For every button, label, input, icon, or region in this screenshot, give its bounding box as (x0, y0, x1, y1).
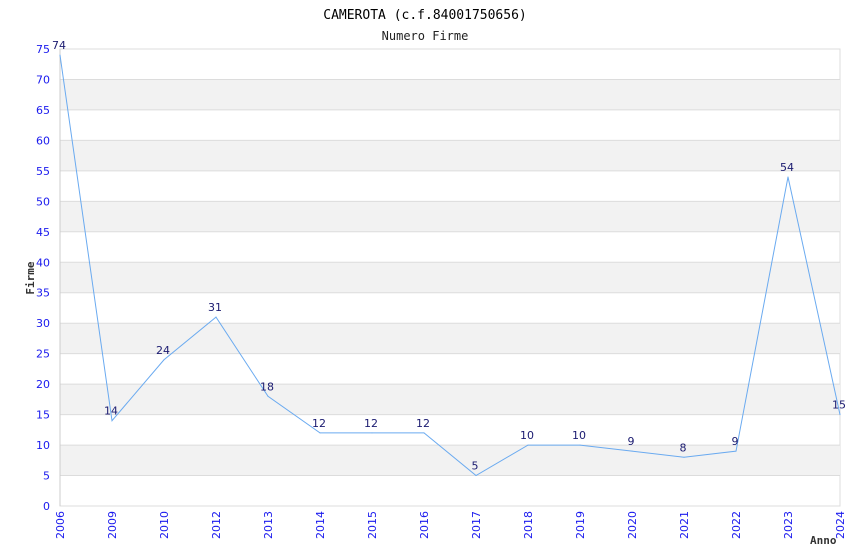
y-tick-label: 25 (36, 348, 50, 361)
data-label: 14 (104, 405, 118, 418)
data-point (111, 420, 113, 422)
x-tick-label: 2010 (158, 511, 171, 539)
data-point (423, 432, 425, 434)
data-label: 54 (780, 161, 794, 174)
data-label: 5 (472, 460, 479, 473)
data-point (839, 414, 841, 416)
y-tick-label: 30 (36, 317, 50, 330)
x-tick-label: 2016 (418, 511, 431, 539)
y-tick-label: 10 (36, 439, 50, 452)
x-tick-label: 2018 (522, 511, 535, 539)
data-label: 12 (416, 417, 430, 430)
x-tick-label: 2006 (54, 511, 67, 539)
data-point (163, 359, 165, 361)
y-tick-label: 60 (36, 134, 50, 147)
data-label: 9 (628, 435, 635, 448)
data-label: 15 (832, 399, 846, 412)
data-label: 10 (520, 429, 534, 442)
grid-band (60, 445, 840, 476)
y-tick-label: 35 (36, 287, 50, 300)
data-label: 31 (208, 301, 222, 314)
y-tick-label: 40 (36, 256, 50, 269)
x-tick-label: 2024 (834, 511, 847, 539)
data-point (215, 316, 217, 318)
data-point (267, 395, 269, 397)
x-tick-label: 2014 (314, 511, 327, 539)
x-tick-label: 2015 (366, 511, 379, 539)
grid-band (60, 201, 840, 232)
data-point (59, 54, 61, 56)
x-tick-label: 2009 (106, 511, 119, 539)
data-point (683, 456, 685, 458)
grid-band (60, 140, 840, 171)
x-tick-label: 2021 (678, 511, 691, 539)
data-label: 74 (52, 39, 66, 52)
data-label: 12 (364, 417, 378, 430)
y-tick-label: 45 (36, 226, 50, 239)
data-point (631, 450, 633, 452)
data-label: 18 (260, 380, 274, 393)
data-label: 9 (732, 435, 739, 448)
grid-band (60, 384, 840, 415)
grid-band (60, 262, 840, 293)
chart-subtitle: Numero Firme (382, 29, 469, 43)
data-label: 8 (680, 441, 687, 454)
x-tick-label: 2017 (470, 511, 483, 539)
data-label: 24 (156, 344, 170, 357)
data-label: 12 (312, 417, 326, 430)
x-tick-label: 2013 (262, 511, 275, 539)
x-axis-label: Anno (810, 534, 837, 547)
y-tick-label: 55 (36, 165, 50, 178)
y-tick-label: 50 (36, 195, 50, 208)
x-tick-label: 2023 (782, 511, 795, 539)
data-point (319, 432, 321, 434)
y-tick-label: 65 (36, 104, 50, 117)
data-point (527, 444, 529, 446)
chart-title: CAMEROTA (c.f.84001750656) (323, 8, 527, 23)
data-point (579, 444, 581, 446)
data-point (787, 176, 789, 178)
data-label: 10 (572, 429, 586, 442)
y-tick-label: 15 (36, 409, 50, 422)
series-line (59, 55, 841, 477)
y-axis-label: Firme (24, 261, 37, 294)
y-tick-label: 0 (43, 500, 50, 513)
x-tick-label: 2020 (626, 511, 639, 539)
data-point (475, 475, 477, 477)
y-tick-label: 70 (36, 73, 50, 86)
data-point (371, 432, 373, 434)
x-tick-label: 2022 (730, 511, 743, 539)
data-point (735, 450, 737, 452)
y-tick-label: 20 (36, 378, 50, 391)
x-tick-label: 2019 (574, 511, 587, 539)
x-tick-label: 2012 (210, 511, 223, 539)
grid-band (60, 79, 840, 110)
y-tick-label: 5 (43, 470, 50, 483)
y-tick-label: 75 (36, 43, 50, 56)
